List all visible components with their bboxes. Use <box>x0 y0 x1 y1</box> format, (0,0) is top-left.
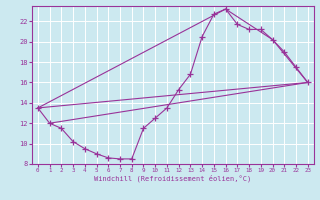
X-axis label: Windchill (Refroidissement éolien,°C): Windchill (Refroidissement éolien,°C) <box>94 175 252 182</box>
